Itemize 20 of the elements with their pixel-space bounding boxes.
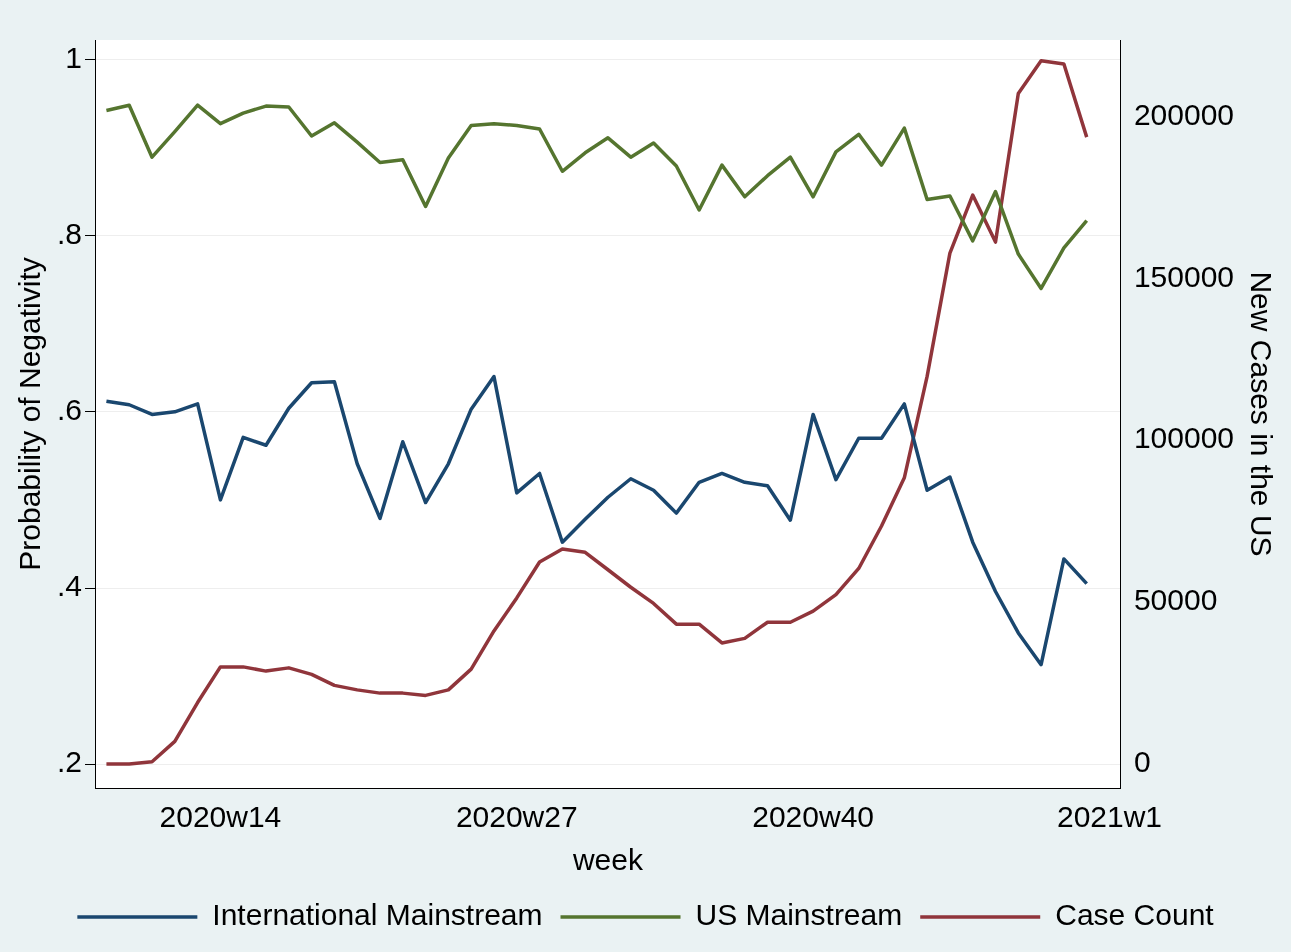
y-tick-label: .2 <box>56 745 83 779</box>
y-tick-label: .8 <box>56 216 83 250</box>
x-tick-label: 2020w27 <box>455 800 578 834</box>
y2-tick-label: 0 <box>1133 745 1151 779</box>
y-tick-label: 1 <box>65 40 83 74</box>
y2-tick-label: 100000 <box>1133 421 1234 455</box>
y-axis-title: Probability of Negativity <box>13 257 47 571</box>
y2-tick-label: 150000 <box>1133 259 1234 293</box>
legend-label: Case Count <box>1055 898 1215 932</box>
y2-tick-label: 50000 <box>1133 583 1218 617</box>
x-tick-label: 2020w14 <box>159 800 282 834</box>
y2-axis-title: New Cases in the US <box>1244 271 1278 557</box>
y2-tick-label: 200000 <box>1133 97 1234 131</box>
x-tick-label: 2021w1 <box>1056 800 1163 834</box>
legend-label: International Mainstream <box>212 898 543 932</box>
legend-label: US Mainstream <box>695 898 903 932</box>
y-tick-label: .4 <box>56 569 83 603</box>
x-axis-title: week <box>571 843 644 877</box>
y-tick-label: .6 <box>56 393 83 427</box>
x-tick-label: 2020w40 <box>752 800 875 834</box>
